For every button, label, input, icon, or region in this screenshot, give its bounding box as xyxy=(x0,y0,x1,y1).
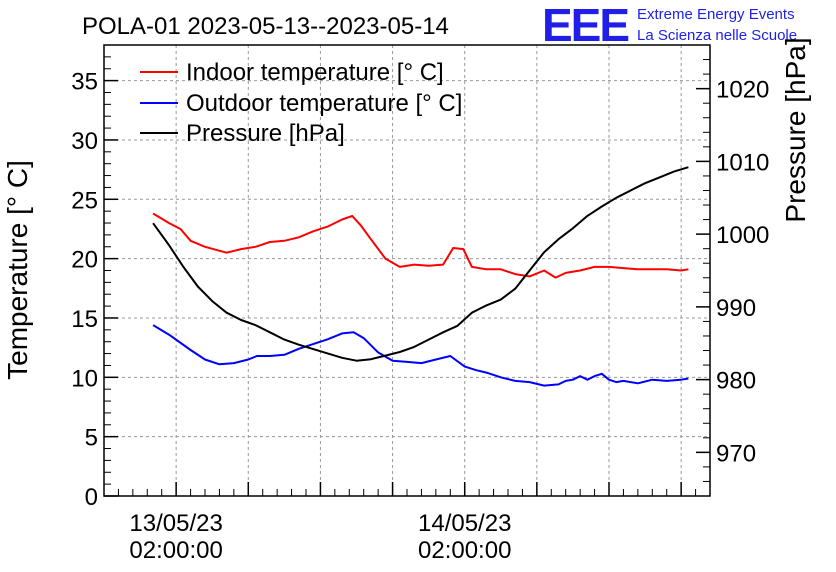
legend-label-outdoor: Outdoor temperature [° C] xyxy=(186,90,462,117)
y2-tick-label: 1020 xyxy=(716,77,769,104)
y-axis-label: Temperature [° C] xyxy=(2,160,33,380)
pressure-line xyxy=(152,166,689,362)
legend: Indoor temperature [° C] Outdoor tempera… xyxy=(140,59,462,147)
x-tick-label-time: 02:00:00 xyxy=(129,537,222,564)
indoor-temperature-line xyxy=(152,212,689,279)
y-tick-label: 35 xyxy=(71,69,98,96)
eee-logo-line1: Extreme Energy Events xyxy=(637,6,795,23)
y-tick-label: 5 xyxy=(85,425,98,452)
series-group xyxy=(152,166,689,387)
x-tick-label-time: 02:00:00 xyxy=(418,537,511,564)
y-tick-label: 20 xyxy=(71,247,98,274)
legend-label-pressure: Pressure [hPa] xyxy=(186,120,345,147)
y2-tick-label: 1010 xyxy=(716,149,769,176)
y-tick-label: 15 xyxy=(71,306,98,333)
axis-ticks: 0 5 10 15 20 25 30 35 970 980 990 1000 1010 1020 13/05… xyxy=(71,44,769,564)
y-tick-label: 10 xyxy=(71,365,98,392)
y2-tick-label: 980 xyxy=(716,368,756,395)
y2-axis-label: Pressure [hPa] xyxy=(780,37,811,222)
outdoor-temperature-line xyxy=(152,324,689,387)
y2-tick-label: 1000 xyxy=(716,222,769,249)
eee-logo: EEE Extreme Energy Events La Scienza nel… xyxy=(542,0,797,51)
y-tick-label: 0 xyxy=(85,484,98,511)
y2-tick-label: 970 xyxy=(716,440,756,467)
y-tick-label: 30 xyxy=(71,128,98,155)
chart-title: POLA-01 2023-05-13--2023-05-14 xyxy=(82,13,449,40)
y-tick-label: 25 xyxy=(71,187,98,214)
x-tick-label-date: 13/05/23 xyxy=(129,510,222,537)
eee-logo-line2: La Scienza nelle Scuole xyxy=(637,27,797,44)
x-tick-label-date: 14/05/23 xyxy=(418,510,511,537)
eee-logo-mark: EEE xyxy=(542,0,628,51)
y2-tick-label: 990 xyxy=(716,295,756,322)
grid xyxy=(104,45,710,496)
legend-label-indoor: Indoor temperature [° C] xyxy=(186,59,444,86)
